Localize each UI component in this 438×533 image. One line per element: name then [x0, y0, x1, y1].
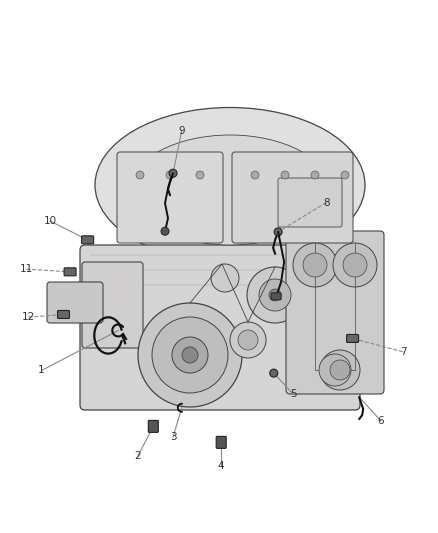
FancyBboxPatch shape — [286, 231, 384, 394]
Circle shape — [320, 350, 360, 390]
FancyBboxPatch shape — [271, 293, 281, 300]
Circle shape — [138, 303, 242, 407]
FancyBboxPatch shape — [80, 245, 360, 410]
Circle shape — [303, 253, 327, 277]
Circle shape — [247, 267, 303, 323]
FancyBboxPatch shape — [117, 152, 223, 243]
Circle shape — [136, 171, 144, 179]
Circle shape — [330, 360, 350, 380]
Text: 5: 5 — [290, 390, 297, 399]
FancyBboxPatch shape — [148, 421, 158, 432]
Circle shape — [251, 171, 259, 179]
FancyBboxPatch shape — [232, 152, 353, 243]
Text: 4: 4 — [218, 462, 225, 471]
Circle shape — [293, 243, 337, 287]
Circle shape — [311, 171, 319, 179]
Circle shape — [230, 322, 266, 358]
FancyBboxPatch shape — [57, 310, 70, 319]
FancyBboxPatch shape — [47, 282, 103, 323]
Circle shape — [211, 264, 239, 292]
Text: 6: 6 — [378, 416, 385, 426]
Text: 3: 3 — [170, 432, 177, 442]
FancyBboxPatch shape — [81, 236, 94, 244]
Circle shape — [269, 289, 281, 301]
Text: 8: 8 — [323, 198, 330, 207]
FancyBboxPatch shape — [216, 437, 226, 448]
Text: 7: 7 — [399, 347, 406, 357]
Circle shape — [281, 171, 289, 179]
FancyBboxPatch shape — [64, 268, 76, 276]
Circle shape — [343, 253, 367, 277]
Circle shape — [341, 171, 349, 179]
Text: 9: 9 — [178, 126, 185, 135]
Circle shape — [333, 243, 377, 287]
Circle shape — [172, 337, 208, 373]
Circle shape — [270, 369, 278, 377]
Circle shape — [238, 330, 258, 350]
Ellipse shape — [130, 135, 330, 245]
Ellipse shape — [95, 108, 365, 262]
Circle shape — [319, 354, 351, 386]
Circle shape — [169, 169, 177, 177]
FancyBboxPatch shape — [346, 334, 359, 343]
Circle shape — [161, 227, 169, 235]
Text: 2: 2 — [134, 451, 141, 461]
Circle shape — [166, 171, 174, 179]
Circle shape — [259, 279, 291, 311]
Text: 10: 10 — [44, 216, 57, 226]
Text: 11: 11 — [20, 264, 33, 274]
Text: 1: 1 — [38, 366, 45, 375]
Circle shape — [274, 228, 282, 236]
FancyBboxPatch shape — [82, 262, 143, 348]
Circle shape — [152, 317, 228, 393]
Text: 12: 12 — [22, 312, 35, 322]
Circle shape — [196, 171, 204, 179]
FancyBboxPatch shape — [278, 178, 342, 227]
Circle shape — [182, 347, 198, 363]
